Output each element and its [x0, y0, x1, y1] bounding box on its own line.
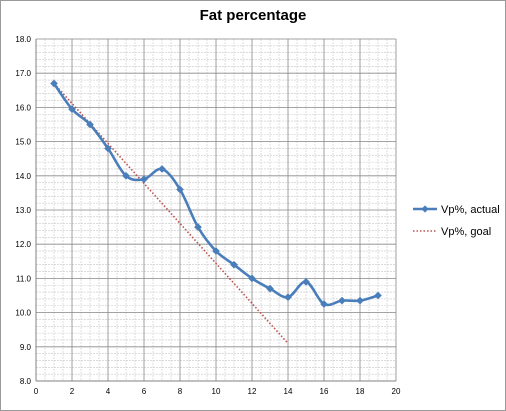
x-tick-label: 4: [106, 387, 111, 396]
actual-data-point: [158, 165, 166, 173]
actual-data-point: [176, 185, 184, 194]
actual-data-point: [86, 120, 94, 129]
x-tick-label: 6: [142, 387, 147, 396]
x-tick-label: 20: [392, 387, 401, 396]
actual-data-point: [374, 291, 382, 300]
y-tick-label: 16.0: [15, 103, 31, 112]
legend-marker-actual: [421, 205, 429, 213]
actual-data-point: [320, 300, 328, 309]
actual-data-point: [104, 144, 112, 153]
y-tick-label: 15.0: [15, 138, 31, 147]
x-tick-label: 12: [248, 387, 257, 396]
y-tick-label: 11.0: [16, 274, 32, 283]
x-tick-label: 10: [212, 387, 221, 396]
actual-data-point: [356, 296, 364, 305]
chart-title: Fat percentage: [199, 7, 307, 24]
actual-data-point: [266, 284, 274, 293]
actual-data-point: [212, 247, 220, 255]
y-tick-label: 18.0: [15, 35, 31, 44]
actual-data-point: [122, 171, 130, 180]
y-tick-label: 13.0: [15, 206, 31, 215]
actual-data-point: [230, 260, 238, 269]
x-tick-label: 2: [70, 387, 75, 396]
actual-data-point: [248, 274, 256, 283]
actual-data-point: [194, 223, 202, 232]
x-tick-label: 18: [356, 387, 365, 396]
actual-data-point: [284, 293, 292, 302]
x-tick-label: 16: [320, 387, 329, 396]
y-tick-label: 8.0: [20, 377, 32, 386]
y-tick-label: 10.0: [15, 309, 31, 318]
y-tick-label: 9.0: [20, 343, 32, 352]
x-tick-label: 8: [178, 387, 183, 396]
x-tick-label: 0: [34, 387, 39, 396]
y-tick-label: 17.0: [15, 69, 31, 78]
actual-data-point: [68, 105, 76, 114]
actual-data-point: [140, 175, 148, 184]
y-tick-label: 12.0: [15, 240, 31, 249]
actual-data-point: [302, 277, 310, 286]
y-tick-label: 14.0: [15, 172, 31, 181]
x-tick-label: 14: [284, 387, 293, 396]
legend-label-goal: Vp%, goal: [441, 226, 491, 238]
actual-data-point: [338, 296, 346, 305]
actual-data-point: [50, 79, 58, 88]
legend-label-actual: Vp%, actual: [441, 204, 500, 216]
goal-series-line: [53, 82, 289, 344]
